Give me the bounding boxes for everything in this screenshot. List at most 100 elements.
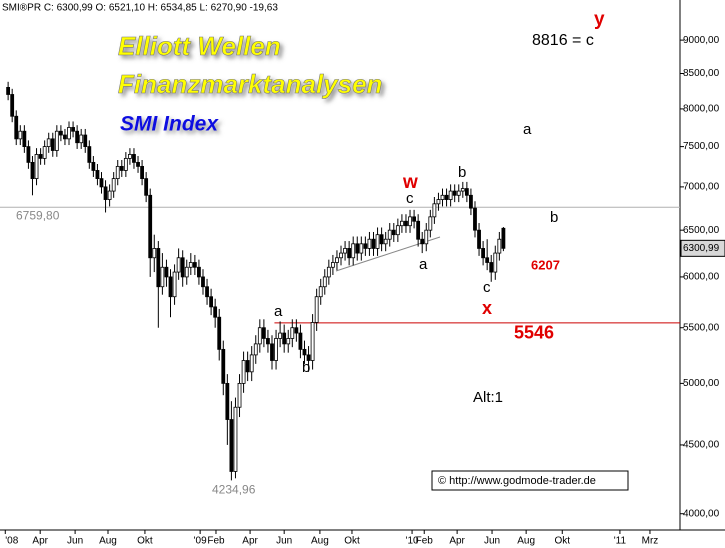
candle-body — [404, 220, 408, 227]
candle-body — [26, 146, 31, 163]
x-tick-label: Apr — [449, 536, 465, 547]
candle-body — [335, 257, 339, 263]
candle-body — [290, 327, 295, 339]
candle-body — [14, 115, 19, 140]
candle-body — [278, 332, 283, 339]
candle-body — [330, 262, 335, 268]
candle-body — [436, 199, 441, 205]
candle-body — [144, 178, 149, 196]
candle-body — [375, 234, 380, 249]
candle-body — [63, 134, 67, 140]
candle-body — [245, 360, 250, 373]
candle-body — [209, 296, 214, 308]
wave-label: c — [483, 279, 491, 296]
candle-body — [412, 216, 416, 222]
candle-body — [456, 190, 461, 196]
candle-body — [201, 276, 205, 288]
candle-body — [501, 227, 506, 249]
candle-body — [160, 266, 165, 288]
wave-label: w — [402, 172, 418, 193]
candle-body — [371, 238, 376, 249]
candle-body — [489, 262, 494, 273]
candle-body — [473, 207, 477, 231]
candle-body — [274, 338, 278, 361]
candle-body — [58, 130, 63, 136]
y-tick-label: 4500,00 — [683, 440, 720, 451]
candle-body — [99, 178, 104, 188]
candle-body — [314, 296, 319, 323]
wave-label: 8816 = c — [532, 32, 594, 49]
last-price-label: 6300,99 — [683, 243, 720, 254]
candle-body — [148, 194, 153, 259]
wave-label: 6207 — [531, 257, 560, 272]
source: © http://www.godmode-trader.de — [438, 475, 596, 487]
x-tick-label: '11 — [614, 536, 627, 547]
candle-body — [67, 127, 71, 140]
x-tick-label: '08 — [5, 536, 18, 547]
level-label: 6759,80 — [16, 208, 60, 222]
level-label: 5546 — [514, 323, 554, 343]
candle-body — [79, 134, 84, 144]
source-box — [431, 470, 629, 491]
candle-body — [107, 190, 112, 200]
x-tick-label: Mrz — [642, 536, 659, 547]
candle-body — [460, 188, 465, 192]
y-tick-label: 9000,00 — [683, 35, 720, 46]
candle-body — [469, 194, 473, 209]
candle-body — [464, 188, 469, 196]
candle-body — [493, 252, 498, 273]
x-tick-label: Feb — [416, 536, 434, 547]
candle-body — [432, 203, 437, 218]
candle-body — [136, 161, 140, 167]
candle-body — [168, 276, 173, 298]
y-tick-label: 8000,00 — [683, 104, 720, 115]
candle-body — [18, 130, 23, 140]
candle-body — [339, 252, 343, 259]
candle-body — [22, 130, 27, 147]
wave-label: y — [594, 9, 605, 30]
candle-body — [10, 94, 15, 117]
candle-body — [46, 138, 51, 147]
candle-body — [115, 165, 120, 180]
x-tick-label: Apr — [32, 536, 48, 547]
candle-body — [481, 248, 486, 259]
candle-body — [477, 229, 481, 249]
last-price-box — [680, 239, 725, 257]
candle-body — [367, 238, 372, 249]
candle-body — [213, 306, 218, 318]
candle-body — [184, 266, 189, 278]
candle-body — [440, 194, 445, 200]
candle-body — [306, 354, 311, 361]
wave-label: x — [482, 298, 492, 318]
candle-body — [359, 243, 364, 254]
low-label: 4234,96 — [212, 483, 256, 497]
candle-body — [391, 229, 396, 236]
candle-body — [318, 286, 323, 298]
candle-body — [103, 186, 108, 200]
candle-body — [383, 238, 388, 245]
candle-body — [140, 165, 144, 180]
subtitle: Finanzmarktanalysen — [118, 69, 382, 99]
candle-body — [132, 154, 136, 163]
candle-body — [205, 286, 209, 298]
candle-body — [83, 134, 88, 147]
wave-label: Alt:1 — [473, 389, 503, 406]
candle-body — [71, 127, 75, 132]
candle-body — [347, 248, 352, 259]
candle-body — [444, 194, 449, 200]
candle-body — [497, 238, 502, 254]
candle-body — [50, 138, 55, 151]
x-tick-label: Aug — [99, 536, 117, 547]
candle-body — [379, 234, 384, 245]
wave-label: c — [406, 190, 414, 207]
candle-body — [326, 266, 331, 278]
candle-body — [452, 190, 457, 196]
candle-body — [152, 248, 157, 259]
candle-body — [408, 216, 412, 227]
candle-body — [128, 154, 132, 159]
candle-body — [428, 216, 433, 231]
x-tick-label: Okt — [344, 536, 360, 547]
candle-body — [197, 266, 201, 278]
